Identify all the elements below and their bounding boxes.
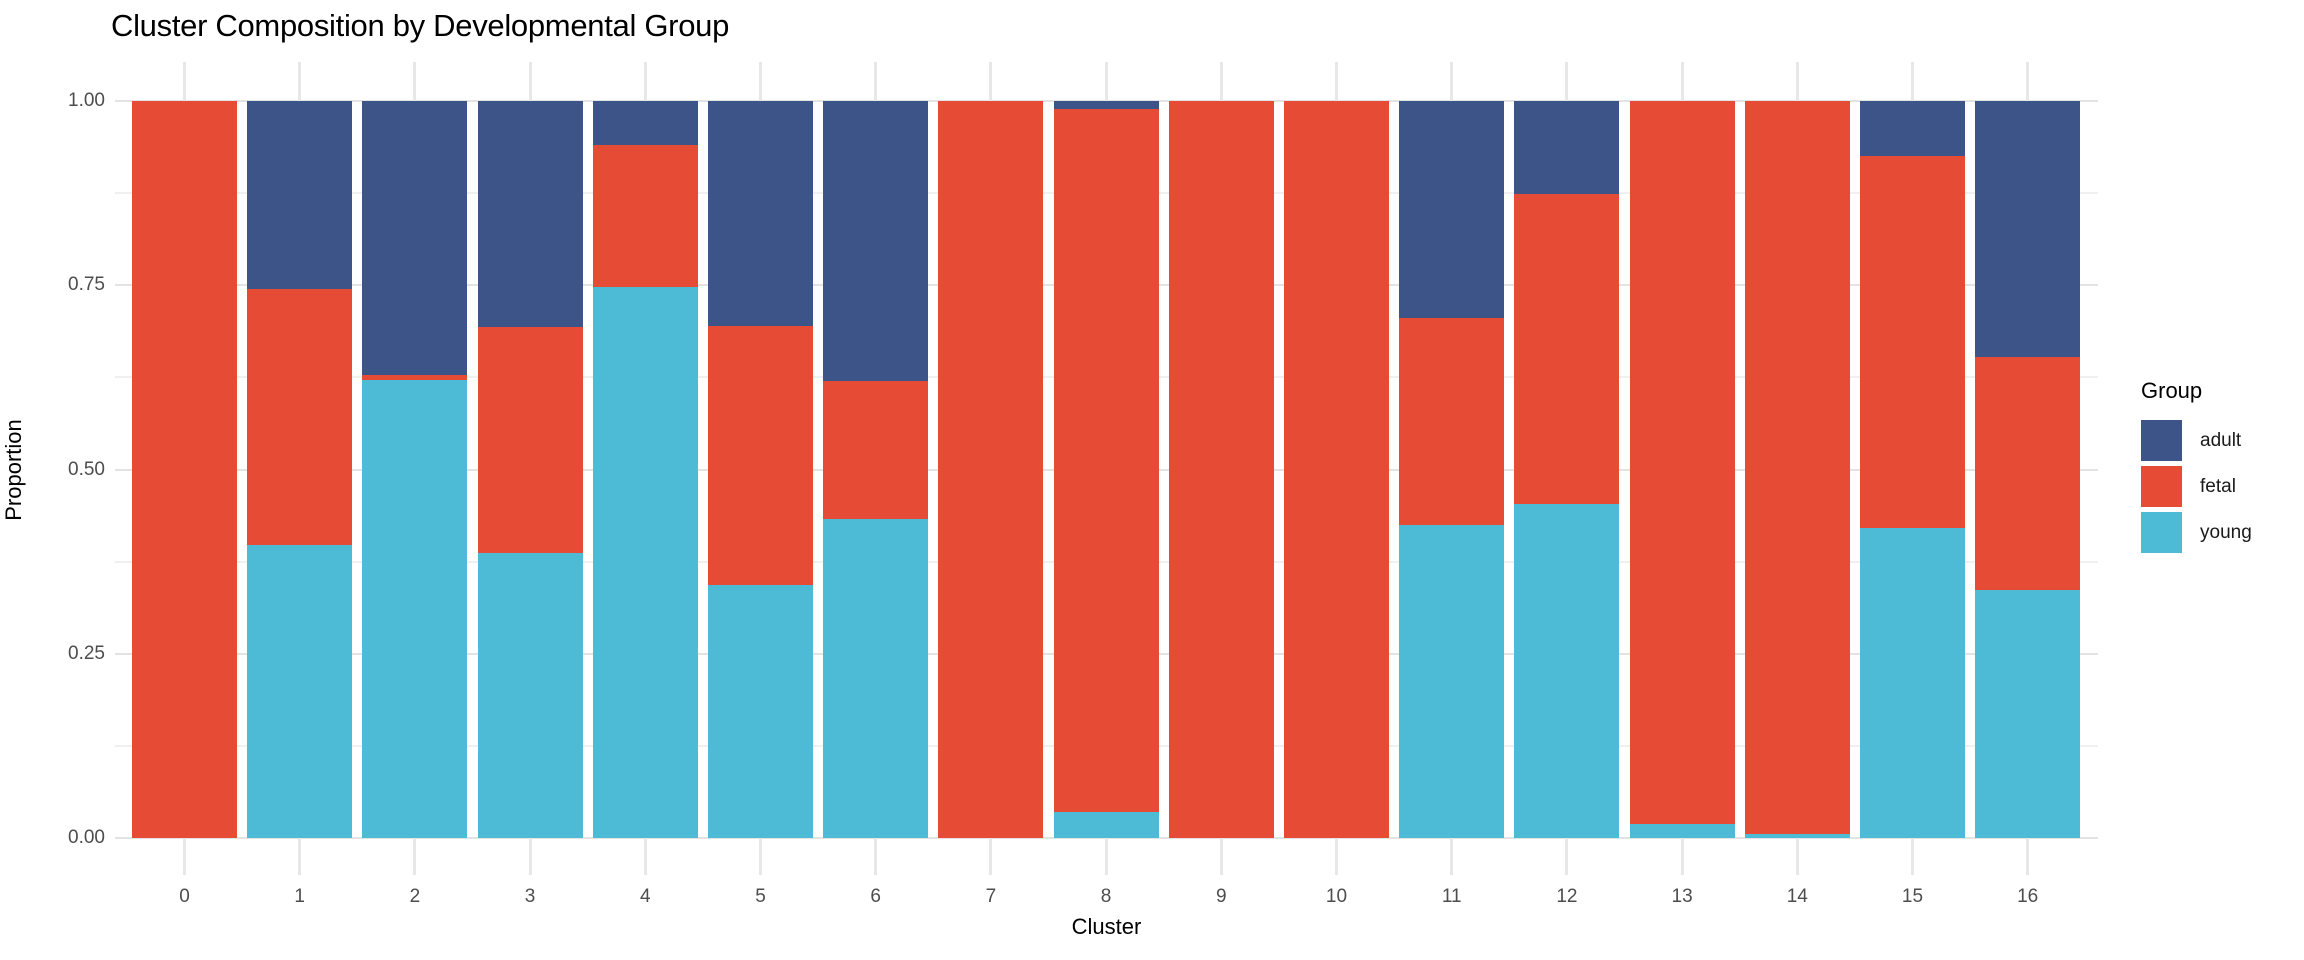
bar-segment-6-fetal: [823, 381, 929, 519]
y-tick-label-0.50: 0.50: [68, 458, 105, 480]
bar-segment-14-young: [1744, 834, 1850, 838]
bar-cluster-4: [592, 62, 698, 875]
bar-cluster-13: [1629, 62, 1735, 875]
x-tick-label-5: 5: [755, 886, 766, 907]
bar-segment-16-adult: [1975, 101, 2081, 357]
y-tick-label-1.00: 1.00: [68, 90, 105, 111]
legend-item-young: young: [2141, 512, 2252, 553]
bar-segment-5-young: [708, 585, 813, 838]
bar-segment-12-fetal: [1514, 194, 1620, 504]
bar-segment-5-fetal: [708, 326, 813, 585]
x-tick-label-7: 7: [985, 886, 997, 907]
chart-title: Cluster Composition by Developmental Gro…: [111, 8, 730, 43]
bar-segment-4-fetal: [592, 145, 698, 287]
legend-swatch-fetal: [2141, 466, 2182, 507]
bar-segment-9-fetal: [1168, 101, 1274, 838]
bar-cluster-5: [708, 62, 813, 875]
bar-segment-14-fetal: [1744, 101, 1850, 834]
bar-segment-4-adult: [592, 101, 698, 145]
bar-segment-13-fetal: [1629, 101, 1735, 824]
bar-segment-6-young: [823, 519, 929, 838]
bar-cluster-12: [1514, 62, 1620, 875]
x-axis-title: Cluster: [1071, 914, 1142, 939]
bar-segment-3-young: [477, 553, 583, 838]
bar-segment-13-young: [1629, 824, 1735, 838]
x-tick-label-12: 12: [1556, 886, 1578, 907]
bar-segment-6-adult: [823, 101, 929, 381]
bar-cluster-10: [1284, 62, 1389, 875]
bar-cluster-3: [477, 62, 583, 875]
x-tick-label-1: 1: [294, 886, 305, 907]
x-tick-label-2: 2: [409, 886, 421, 907]
bar-segment-1-young: [247, 545, 353, 838]
x-tick-label-15: 15: [1901, 886, 1924, 907]
bar-segment-2-adult: [362, 101, 468, 375]
legend: Group adult fetal young: [2141, 378, 2252, 558]
bar-segment-0-fetal: [132, 101, 237, 838]
y-tick-label-0.75: 0.75: [68, 274, 105, 296]
bar-segment-2-young: [362, 380, 468, 838]
x-tick-label-3: 3: [524, 886, 536, 907]
bar-cluster-15: [1860, 62, 1965, 875]
bar-segment-12-adult: [1514, 101, 1620, 194]
x-tick-label-10: 10: [1325, 886, 1348, 907]
bar-segment-16-young: [1975, 590, 2081, 838]
bar-cluster-11: [1399, 62, 1505, 875]
x-tick-label-14: 14: [1786, 886, 1808, 907]
x-tick-label-0: 0: [179, 886, 190, 907]
x-tick-label-4: 4: [640, 886, 651, 907]
legend-label-fetal: fetal: [2200, 475, 2236, 497]
bar-segment-8-young: [1053, 812, 1159, 838]
legend-title: Group: [2141, 378, 2203, 403]
x-tick-label-8: 8: [1100, 886, 1112, 907]
bar-segment-8-fetal: [1053, 109, 1159, 812]
bar-cluster-16: [1975, 62, 2081, 875]
legend-label-young: young: [2200, 521, 2252, 543]
bar-segment-5-adult: [708, 101, 813, 326]
legend-item-adult: adult: [2141, 420, 2252, 461]
bar-segment-8-adult: [1053, 101, 1159, 109]
bar-segment-1-adult: [247, 101, 353, 289]
x-tick-label-6: 6: [870, 886, 881, 907]
bar-segment-3-adult: [477, 101, 583, 327]
bar-cluster-8: [1053, 62, 1159, 875]
legend-swatch-young: [2141, 512, 2182, 553]
bar-segment-3-fetal: [477, 327, 583, 553]
bar-segment-4-young: [592, 287, 698, 838]
bar-segment-15-adult: [1860, 101, 1965, 156]
plot-panel: [115, 62, 2098, 875]
bar-cluster-2: [362, 62, 468, 875]
bar-cluster-0: [132, 62, 237, 875]
legend-label-adult: adult: [2200, 429, 2242, 451]
bar-segment-15-fetal: [1860, 156, 1965, 528]
bar-segment-11-adult: [1399, 101, 1505, 318]
x-tick-label-16: 16: [2017, 886, 2039, 907]
bar-segment-10-fetal: [1284, 101, 1389, 838]
y-tick-label-0.00: 0.00: [68, 827, 105, 848]
bar-segment-1-fetal: [247, 289, 353, 545]
bar-cluster-14: [1744, 62, 1850, 875]
bar-segment-11-young: [1399, 525, 1505, 838]
bar-segment-12-young: [1514, 504, 1620, 838]
legend-swatch-adult: [2141, 420, 2182, 461]
bar-segment-2-fetal: [362, 375, 468, 380]
legend-item-fetal: fetal: [2141, 466, 2252, 507]
bar-segment-7-fetal: [938, 101, 1044, 838]
bar-cluster-1: [247, 62, 353, 875]
x-tick-label-13: 13: [1671, 886, 1693, 907]
bar-cluster-6: [823, 62, 929, 875]
bar-segment-16-fetal: [1975, 357, 2081, 590]
legend-items: adult fetal young: [2141, 420, 2252, 553]
x-tick-label-11: 11: [1441, 886, 1462, 907]
y-tick-label-0.25: 0.25: [68, 642, 105, 664]
bar-cluster-7: [938, 62, 1044, 875]
bar-segment-15-young: [1860, 528, 1965, 838]
bar-cluster-9: [1168, 62, 1274, 875]
bar-segment-11-fetal: [1399, 318, 1505, 525]
x-tick-label-9: 9: [1216, 886, 1227, 907]
